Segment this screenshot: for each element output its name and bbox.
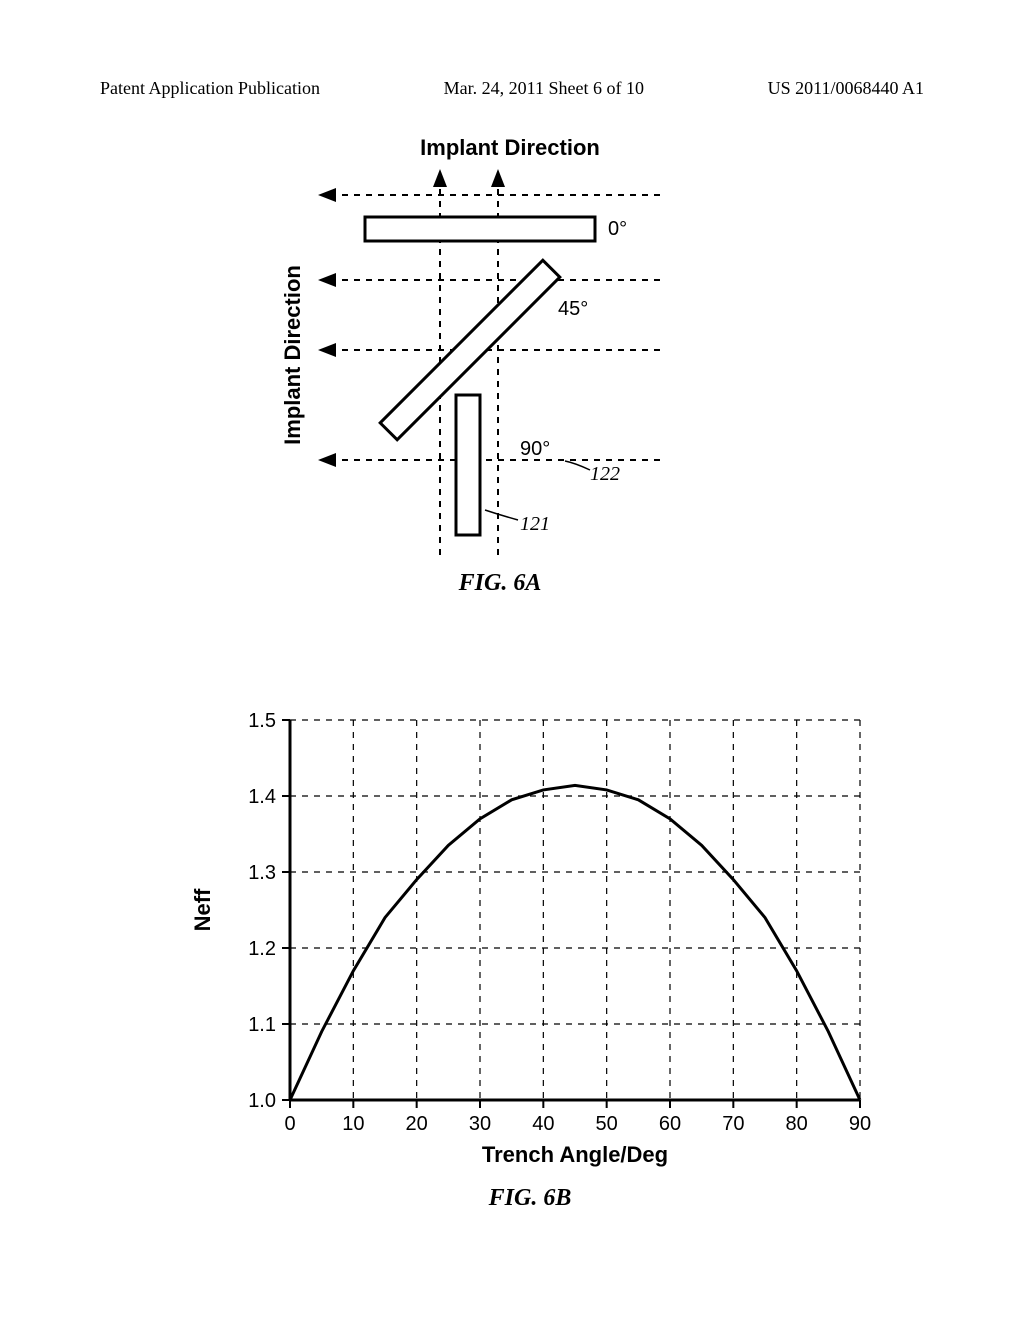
label-0deg: 0° xyxy=(608,218,627,240)
svg-text:Trench Angle/Deg: Trench Angle/Deg xyxy=(482,1142,668,1167)
rect-0deg xyxy=(365,217,595,241)
arrow-up-2 xyxy=(491,169,505,187)
arrow-left-1 xyxy=(318,188,336,202)
svg-text:10: 10 xyxy=(342,1113,364,1135)
header-right: US 2011/0068440 A1 xyxy=(768,78,924,99)
fig6b-svg: 0 10 20 30 40 50 60 70 80 90 1.0 1.1 1.2 1.3 1.4 1.5 Tre… xyxy=(170,700,890,1180)
svg-text:80: 80 xyxy=(786,1113,808,1135)
svg-text:1.5: 1.5 xyxy=(248,710,276,732)
svg-text:1.0: 1.0 xyxy=(248,1090,276,1112)
svg-text:1.4: 1.4 xyxy=(248,786,276,808)
svg-text:20: 20 xyxy=(406,1113,428,1135)
page-header: Patent Application Publication Mar. 24, … xyxy=(0,78,1024,99)
svg-text:90: 90 xyxy=(849,1113,871,1135)
svg-text:30: 30 xyxy=(469,1113,491,1135)
svg-text:60: 60 xyxy=(659,1113,681,1135)
arrow-left-4 xyxy=(318,453,336,467)
svg-text:0: 0 xyxy=(284,1113,295,1135)
ref-122: 122 xyxy=(590,463,620,485)
implant-direction-left-label: Implant Direction xyxy=(280,265,305,445)
arrow-up-1 xyxy=(433,169,447,187)
fig6a-svg: Implant Direction Implant Direction 0° xyxy=(280,135,720,575)
svg-text:1.3: 1.3 xyxy=(248,862,276,884)
label-90deg: 90° xyxy=(520,438,550,460)
svg-text:40: 40 xyxy=(532,1113,554,1135)
ref-122-leader xyxy=(565,461,590,470)
ref-121-leader xyxy=(485,510,518,520)
header-center: Mar. 24, 2011 Sheet 6 of 10 xyxy=(444,78,644,99)
svg-text:1.2: 1.2 xyxy=(248,938,276,960)
header-left: Patent Application Publication xyxy=(100,78,320,99)
figure-6a: Implant Direction Implant Direction 0° xyxy=(280,135,720,605)
svg-text:70: 70 xyxy=(722,1113,744,1135)
arrow-left-2 xyxy=(318,273,336,287)
implant-direction-top-label: Implant Direction xyxy=(420,135,600,160)
svg-text:1.1: 1.1 xyxy=(248,1014,276,1036)
svg-text:Neff: Neff xyxy=(190,888,215,931)
fig6b-caption: FIG. 6B xyxy=(170,1185,890,1212)
rect-90deg xyxy=(456,395,480,535)
ref-121: 121 xyxy=(520,513,550,535)
label-45deg: 45° xyxy=(558,298,588,320)
figure-6b: 0 10 20 30 40 50 60 70 80 90 1.0 1.1 1.2 1.3 1.4 1.5 Tre… xyxy=(170,700,890,1220)
arrow-left-3 xyxy=(318,343,336,357)
svg-text:50: 50 xyxy=(596,1113,618,1135)
